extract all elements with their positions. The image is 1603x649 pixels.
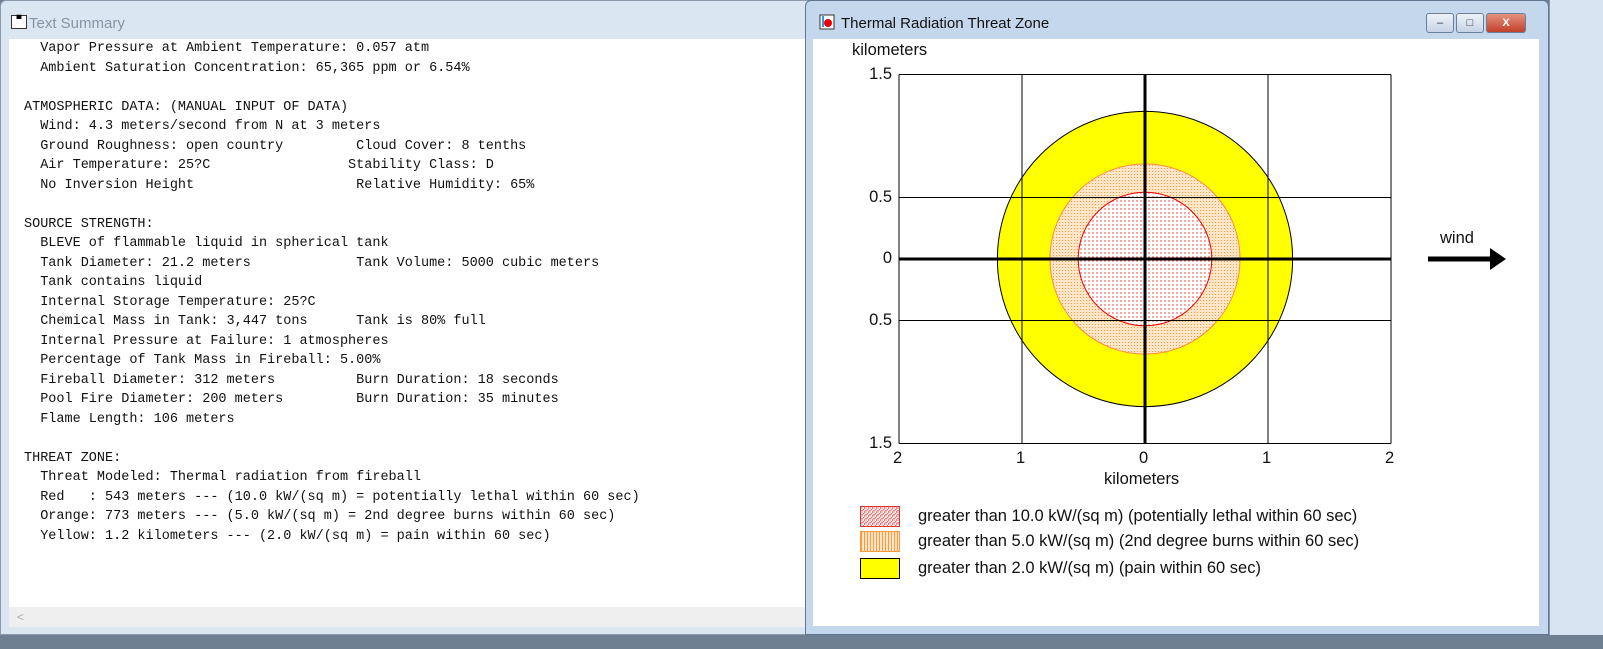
scroll-left-icon[interactable]: < [17, 610, 25, 624]
window-title: Text Summary [29, 15, 125, 32]
summary-line: Wind: 4.3 meters/second from N at 3 mete… [24, 119, 381, 134]
summary-line: ATMOSPHERIC DATA: (MANUAL INPUT OF DATA) [24, 99, 349, 115]
y-tick-label: 1.5 [869, 433, 892, 452]
wind-label: wind [1440, 229, 1474, 247]
legend-label: greater than 5.0 kW/(sq m) (2nd degree b… [918, 532, 1360, 550]
y-tick-label: 0.5 [869, 310, 892, 329]
summary-line: Chemical Mass in Tank: 3,447 tons Tank i… [24, 314, 486, 329]
summary-line: Air Temperature: 25?C Stability Class: D [24, 158, 494, 173]
legend-label: greater than 2.0 kW/(sq m) (pain within … [918, 559, 1261, 577]
y-tick-label: 1.5 [869, 64, 892, 83]
yellow-swatch [860, 558, 900, 579]
y-tick-label: 0.5 [869, 187, 892, 206]
app-icon: ▀ [11, 15, 27, 29]
red-swatch [860, 506, 900, 527]
background-window-edge [1549, 0, 1603, 635]
wind-arrow-head [1490, 248, 1506, 270]
legend-item-red: greater than 10.0 kW/(sq m) (potentially… [860, 506, 1357, 527]
summary-text: Vapor Pressure at Ambient Temperature: 0… [9, 39, 821, 546]
legend-item-yellow: greater than 2.0 kW/(sq m) (pain within … [860, 558, 1261, 579]
summary-line: Threat Modeled: Thermal radiation from f… [24, 470, 421, 485]
close-button[interactable]: X [1486, 13, 1526, 33]
text-summary-content: Vapor Pressure at Ambient Temperature: 0… [9, 39, 821, 607]
summary-line: Orange: 773 meters --- (5.0 kW/(sq m) = … [24, 509, 616, 524]
app-icon [819, 14, 835, 30]
summary-line: BLEVE of flammable liquid in spherical t… [24, 236, 389, 251]
summary-line: Tank Diameter: 21.2 meters Tank Volume: … [24, 255, 600, 271]
horizontal-scrollbar[interactable]: < [9, 607, 821, 627]
summary-line: Fireball Diameter: 312 meters Burn Durat… [24, 372, 559, 388]
x-tick-label: 0 [1139, 449, 1149, 467]
summary-line: Internal Storage Temperature: 25?C [24, 294, 316, 310]
legend-item-orange: greater than 5.0 kW/(sq m) (2nd degree b… [860, 531, 1359, 552]
summary-line: Pool Fire Diameter: 200 meters Burn Dura… [24, 392, 559, 407]
summary-line: Yellow: 1.2 kilometers --- (2.0 kW/(sq m… [24, 528, 551, 544]
maximize-button[interactable]: □ [1456, 13, 1484, 33]
summary-line: No Inversion Height Relative Humidity: 6… [24, 177, 535, 193]
x-tick-label: 2 [893, 449, 903, 467]
orange-swatch [860, 531, 900, 552]
text-summary-window: ▀ Text Summary Vapor Pressure at Ambient… [0, 0, 821, 635]
summary-line: Ground Roughness: open country Cloud Cov… [24, 138, 527, 154]
summary-line: Internal Pressure at Failure: 1 atmosphe… [24, 333, 389, 349]
x-tick-label: 2 [1385, 449, 1395, 467]
y-axis-label: kilometers [852, 41, 928, 59]
summary-line: Red : 543 meters --- (10.0 kW/(sq m) = p… [24, 489, 640, 505]
summary-line: Vapor Pressure at Ambient Temperature: 0… [24, 41, 430, 56]
legend-label: greater than 10.0 kW/(sq m) (potentially… [918, 507, 1358, 525]
summary-line: Flame Length: 106 meters [24, 411, 235, 427]
x-tick-label: 1 [1016, 449, 1026, 467]
x-tick-label: 1 [1262, 449, 1272, 467]
y-tick-label: 0 [882, 249, 892, 267]
minimize-button[interactable]: – [1426, 13, 1454, 33]
summary-line: THREAT ZONE: [24, 450, 122, 466]
summary-line: Percentage of Tank Mass in Fireball: 5.0… [24, 353, 381, 368]
window-title: Thermal Radiation Threat Zone [841, 15, 1050, 32]
summary-line: Ambient Saturation Concentration: 65,365… [24, 60, 470, 76]
summary-line: SOURCE STRENGTH: [24, 216, 154, 232]
x-axis-label: kilometers [1104, 470, 1180, 488]
summary-line: Tank contains liquid [24, 275, 203, 290]
